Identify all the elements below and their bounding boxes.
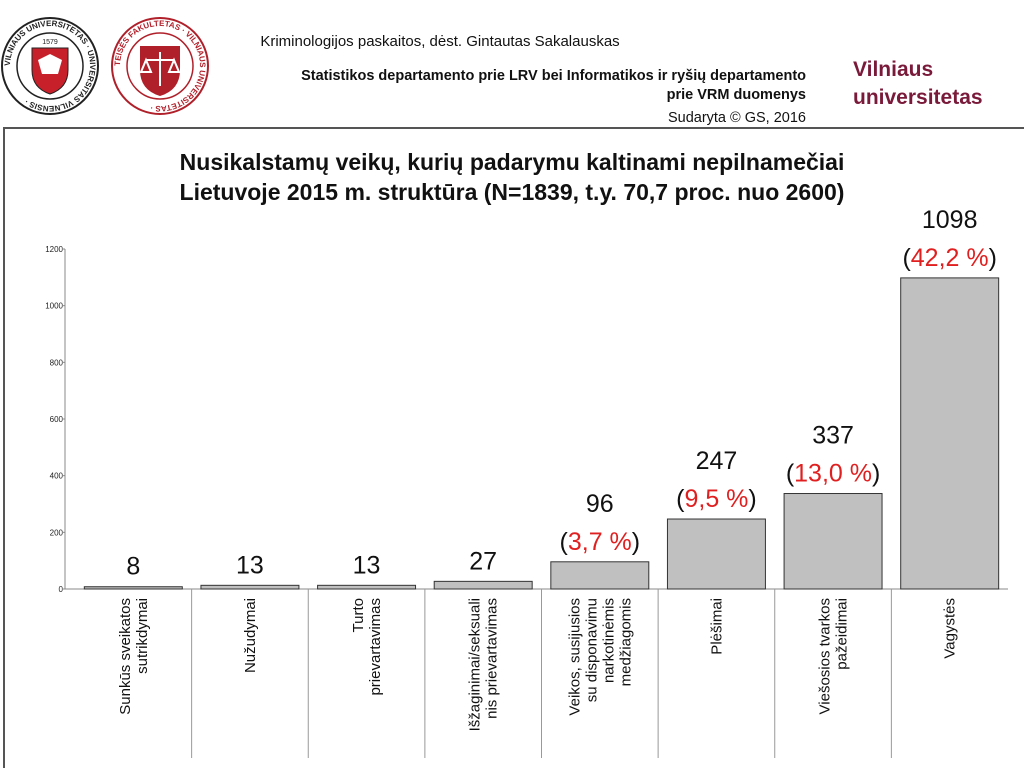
course: Kriminologijos paskaitos, dėst. Gintauta… (260, 33, 619, 50)
logo-year: 1579 (42, 39, 58, 46)
bar (550, 561, 650, 590)
share-label: (42,2 %) (902, 244, 997, 272)
y-tick-label: 200 (50, 528, 64, 537)
x-tick-label: Turtoprievartavimas (350, 598, 384, 696)
bar (783, 493, 883, 590)
value-label: 13 (236, 551, 264, 579)
bar (900, 277, 1000, 590)
credit: Sudaryta © GS, 2016 (668, 110, 806, 126)
x-tick-label: Viešosios tvarkospažeidimai (817, 598, 851, 714)
y-tick-label: 800 (50, 358, 64, 367)
source: Statistikos departamento prie LRV bei In… (301, 68, 806, 103)
y-tick-label: 1200 (45, 245, 63, 254)
value-label: 337 (812, 422, 854, 450)
value-label: 27 (469, 547, 497, 575)
x-tick-label: Veikos, susijusiossu disponavimunarkotin… (566, 598, 634, 716)
x-tick-label: Vagystės (942, 598, 959, 659)
y-tick-label: 400 (50, 472, 64, 481)
share-label: (3,7 %) (560, 528, 641, 556)
bar (666, 518, 766, 590)
logo-left: VILNIAUS UNIVERSITETAS · UNIVERSITAS VIL… (1, 17, 99, 115)
brand: Vilniaus universitetas (853, 58, 983, 109)
y-tick-label: 0 (59, 585, 64, 594)
x-tick-label: Sunkūs sveikatossutrikdymai (117, 598, 151, 715)
y-tick-label: 1000 (45, 302, 63, 311)
bar (200, 584, 300, 590)
chart-title: Nusikalstamų veikų, kurių padarymu kalti… (180, 149, 845, 205)
logo-right: TEISĖS FAKULTETAS · VILNIAUS UNIVERSITET… (111, 17, 209, 115)
x-tick-label: Išžaginimai/seksualinis prievartavimas (467, 598, 501, 731)
value-label: 1098 (922, 206, 978, 234)
value-label: 96 (586, 490, 614, 518)
logo-year: 1641 (152, 39, 168, 46)
value-label: 8 (126, 553, 140, 581)
frame (3, 127, 1024, 768)
share-label: (13,0 %) (786, 460, 881, 488)
share-label: (9,5 %) (676, 485, 757, 513)
value-label: 13 (353, 551, 381, 579)
bar (83, 586, 183, 590)
value-label: 247 (696, 447, 738, 475)
y-tick-label: 600 (50, 415, 64, 424)
x-tick-label: Nužudymai (242, 598, 259, 673)
bar (433, 580, 533, 590)
x-tick-label: Plėšimai (708, 598, 725, 655)
bar (317, 584, 417, 590)
